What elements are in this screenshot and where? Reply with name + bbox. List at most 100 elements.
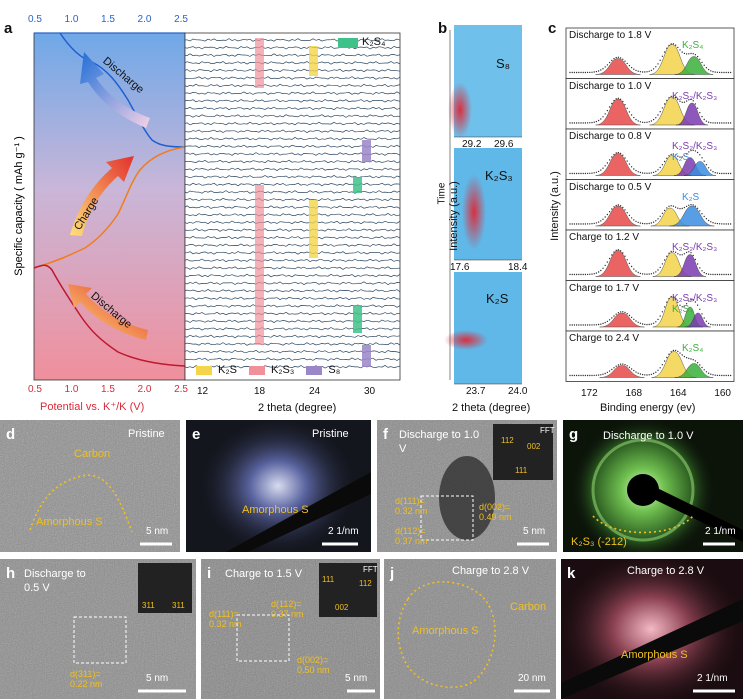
panel-c-figure <box>565 27 735 382</box>
xps-row-species: K₂S <box>682 191 700 203</box>
panel-f-title: Discharge to 1.0 V <box>399 429 480 455</box>
xps-row-state: Discharge to 0.8 V <box>569 131 652 142</box>
xrd-pattern-line <box>184 235 401 240</box>
panel-a-figure: Specific capacity ( mAh g⁻¹ ) <box>13 32 401 381</box>
xrd-stacked-patterns <box>184 38 401 369</box>
xps-fit-peak <box>595 58 641 75</box>
xps-row-state: Charge to 1.7 V <box>569 282 640 294</box>
top-axis-ticks: 0.5 1.0 1.5 2.0 2.5 <box>28 14 188 25</box>
discharge-curve-blue <box>59 32 186 148</box>
panel-b-ylabel-outer: Intensity (a.u.) <box>448 181 460 251</box>
panel-i-dspacing-112: d(112)= 0.37 nm <box>271 599 304 619</box>
panel-f-dspacing-002: d(002)= 0.49 nm <box>479 502 512 522</box>
xps-fit-peak <box>595 153 641 176</box>
panel-j-scale: 20 nm <box>518 673 546 684</box>
panel-b-xlabel: 2 theta (degree) <box>452 402 531 414</box>
xrd-pattern-line <box>184 311 401 316</box>
xrd-pattern-line <box>184 197 401 202</box>
panel-a-letter: a <box>4 20 13 37</box>
xrd-pattern-line <box>184 167 401 172</box>
panel-e-title: Pristine <box>312 428 349 440</box>
panel-d-image: d Pristine Carbon Amorphous S 5 nm <box>0 420 180 552</box>
xps-raw-data <box>569 204 732 225</box>
xrd-pattern-line <box>184 258 401 263</box>
panel-g-scale: 2 1/nm <box>705 526 736 537</box>
panel-h-fft-label: 311 <box>142 601 155 610</box>
xrd-pattern-line <box>184 205 401 209</box>
panel-f-letter: f <box>383 426 388 443</box>
xrd-pattern-line <box>184 342 401 346</box>
panel-i-scale: 5 nm <box>345 673 368 684</box>
xps-fit-peak <box>675 102 709 126</box>
xrd-pattern-line <box>185 251 401 255</box>
xrd-pattern-line <box>184 212 401 217</box>
xrd-pattern-line <box>184 182 401 187</box>
xrd-bottom-legend: K₂S K₂S₃ S₈ <box>196 364 340 376</box>
xps-fit-peak <box>674 56 714 75</box>
xps-row-state: Charge to 1.2 V <box>569 232 640 243</box>
charge-arrow-icon <box>70 156 134 236</box>
xrd-pattern-line <box>184 91 401 95</box>
xps-raw-data <box>569 349 732 377</box>
panel-k-letter: k <box>567 565 576 582</box>
xps-row-frame <box>565 78 735 130</box>
xps-fit-peak <box>683 161 717 176</box>
panel-b-tick: 29.6 <box>494 139 514 150</box>
xps-row-state: Discharge to 1.0 V <box>569 80 652 92</box>
xrd-pattern-line <box>184 114 401 118</box>
panel-g-letter: g <box>569 426 579 443</box>
panel-h-dspacing: d(311)= 0.22 nm <box>70 669 103 689</box>
xrd-pattern-line <box>184 288 401 293</box>
xrd-pattern-line <box>184 61 401 65</box>
xrd-pattern-line <box>184 220 401 225</box>
panel-b-k2s3-label: K₂S₃ <box>485 168 513 183</box>
legend-k2s3-swatch <box>248 365 265 375</box>
panel-f-fft-label: 002 <box>527 442 541 451</box>
xrd-tick-24: 24 <box>309 386 321 397</box>
panel-k-amorphous-label: Amorphous S <box>621 649 688 661</box>
voltage-ylabel: Specific capacity ( mAh g⁻¹ ) <box>13 136 25 276</box>
k2s4-band-mid <box>353 177 362 193</box>
voltage-xlabel: Potential vs. K⁺/K (V) <box>40 401 145 413</box>
xrd-pattern-line <box>184 296 401 301</box>
panel-b-tick: 23.7 <box>466 386 486 397</box>
xps-row-frame <box>565 27 735 79</box>
panel-i-image: i Charge to 1.5 V FFT 111 112 002 d(111)… <box>201 559 380 699</box>
panel-b-tick: 18.4 <box>508 262 528 273</box>
xrd-pattern-line <box>184 319 401 324</box>
panel-i-dspacing-111: d(111)= 0.32 nm <box>209 609 242 629</box>
panel-k-scale: 2 1/nm <box>697 673 728 684</box>
panel-d-carbon-label: Carbon <box>74 448 111 460</box>
xps-raw-data <box>569 295 732 326</box>
panel-j-amorphous-label: Amorphous S <box>412 625 479 637</box>
xps-fit-peak <box>673 254 707 277</box>
xps-fit-peak <box>674 363 714 378</box>
xrd-pattern-line <box>184 304 401 308</box>
panel-b-s8-label: S₈ <box>496 56 511 71</box>
xps-fit-peak <box>595 98 641 126</box>
panel-i-fft: FFT <box>363 565 378 574</box>
xrd-pattern-line <box>184 106 401 111</box>
xrd-pattern-line <box>184 83 401 88</box>
xps-row-species: K₂S₄ <box>672 303 694 315</box>
k2s-band-top <box>309 46 318 76</box>
s8-band-bottom <box>362 345 371 367</box>
xps-row-state: Discharge to 0.5 V <box>569 181 652 193</box>
panel-j-image: j Charge to 2.8 V Carbon Amorphous S 20 … <box>384 559 556 699</box>
xps-row-species: K₂S₂/K₂S₃ <box>672 242 718 253</box>
xrd-xlabel: 2 theta (degree) <box>258 402 337 414</box>
panel-f-dspacing-112: d(112)= 0.37 nm <box>395 526 428 546</box>
charge-curve-orange <box>33 146 186 269</box>
xps-row-species: K₂S₄ <box>682 40 704 51</box>
panel-b-k2s-label: K₂S <box>486 291 509 306</box>
panel-f-dspacing-111: d(111)= 0.32 nm <box>395 496 428 516</box>
xrd-pattern-line <box>184 76 401 80</box>
discharge-arrow-bottom-icon <box>68 284 148 340</box>
xps-row-species: K₂S₂/K₂S₃ <box>672 90 718 102</box>
xrd-pattern-line <box>184 190 401 194</box>
xrd-pattern-line <box>184 53 401 57</box>
panel-e-scale: 2 1/nm <box>328 526 359 537</box>
xrd-pattern-line <box>184 121 401 126</box>
xrd-tick-18: 18 <box>254 386 266 397</box>
beam-stopper <box>226 472 371 552</box>
